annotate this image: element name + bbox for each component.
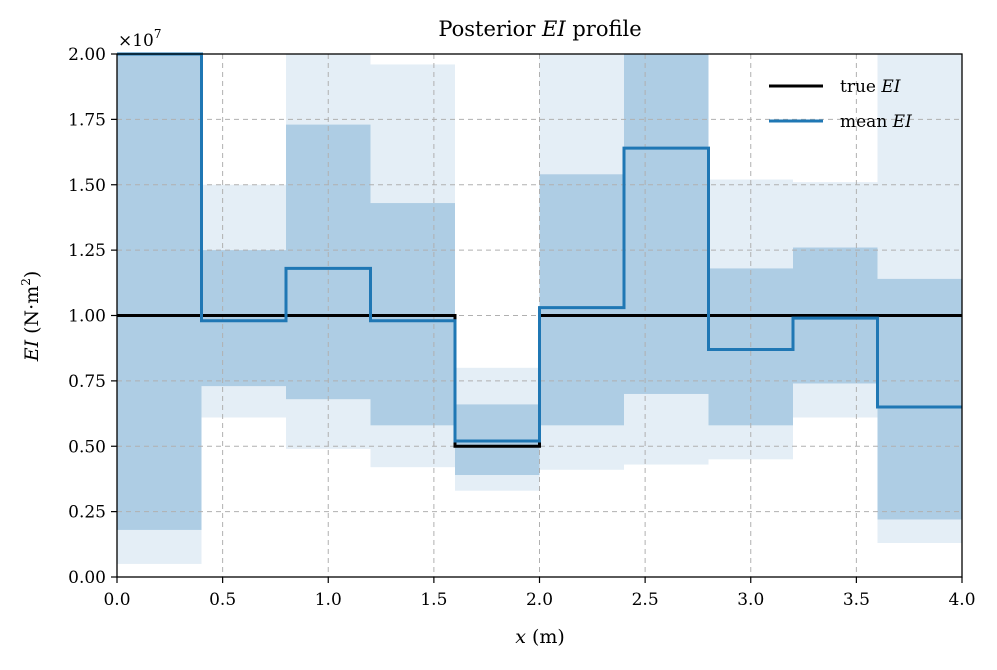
axis-ticks: 0.0 0.5 1.0 1.5 2.0 2.5 3.0 3.5 4.0 0.00 0.25 0.50 0… xyxy=(68,45,975,610)
y-tick-label: 0.50 xyxy=(68,437,106,457)
inner-band-segment-6 xyxy=(624,54,709,394)
outer-band-segment-5 xyxy=(539,54,624,470)
y-tick-label: 2.00 xyxy=(68,45,106,65)
x-tick-label: 2.0 xyxy=(526,590,553,610)
inner-band-segment-1 xyxy=(201,250,286,387)
outer-band-segment-6 xyxy=(624,54,709,465)
outer-band-segment-8 xyxy=(793,182,878,418)
inner-band-segment-5 xyxy=(539,174,624,426)
outer-band-segment-9 xyxy=(877,54,962,544)
y-tick-label: 1.00 xyxy=(68,307,106,327)
outer-band-segment-0 xyxy=(117,54,202,564)
x-tick-label: 2.5 xyxy=(632,590,659,610)
series-line-mean-ei xyxy=(117,52,962,443)
y-tick-label: 1.50 xyxy=(68,176,106,196)
outer-band-segment-1 xyxy=(201,184,286,418)
x-tick-label: 4.0 xyxy=(948,590,975,610)
series-lines xyxy=(117,52,962,448)
y-tick-label: 0.25 xyxy=(68,503,106,523)
x-tick-label: 1.0 xyxy=(315,590,342,610)
y-tick-label: 0.00 xyxy=(68,568,106,588)
x-tick-label: 3.0 xyxy=(737,590,764,610)
legend-label-0: true EI xyxy=(840,77,901,97)
y-multiplier-label: ×107 xyxy=(118,27,162,51)
outer-band-segment-4 xyxy=(455,367,540,491)
legend-label-1: mean EI xyxy=(840,112,912,132)
outer-band-segment-3 xyxy=(370,64,455,468)
y-axis-label: EI (N·m2) xyxy=(19,271,43,363)
x-axis-label: x (m) xyxy=(515,626,565,648)
x-tick-label: 1.5 xyxy=(420,590,447,610)
y-tick-label: 1.75 xyxy=(68,110,106,130)
legend: true EI mean EI xyxy=(769,77,912,132)
y-tick-label: 1.25 xyxy=(68,241,106,261)
chart-title: Posterior EI profile xyxy=(438,17,641,41)
x-tick-label: 0.0 xyxy=(103,590,130,610)
inner-band-segment-0 xyxy=(117,54,202,530)
inner-band-segment-9 xyxy=(877,278,962,520)
x-tick-label: 3.5 xyxy=(843,590,870,610)
outer-credible-bands xyxy=(117,54,962,564)
y-tick-label: 0.75 xyxy=(68,372,106,392)
x-tick-label: 0.5 xyxy=(209,590,236,610)
